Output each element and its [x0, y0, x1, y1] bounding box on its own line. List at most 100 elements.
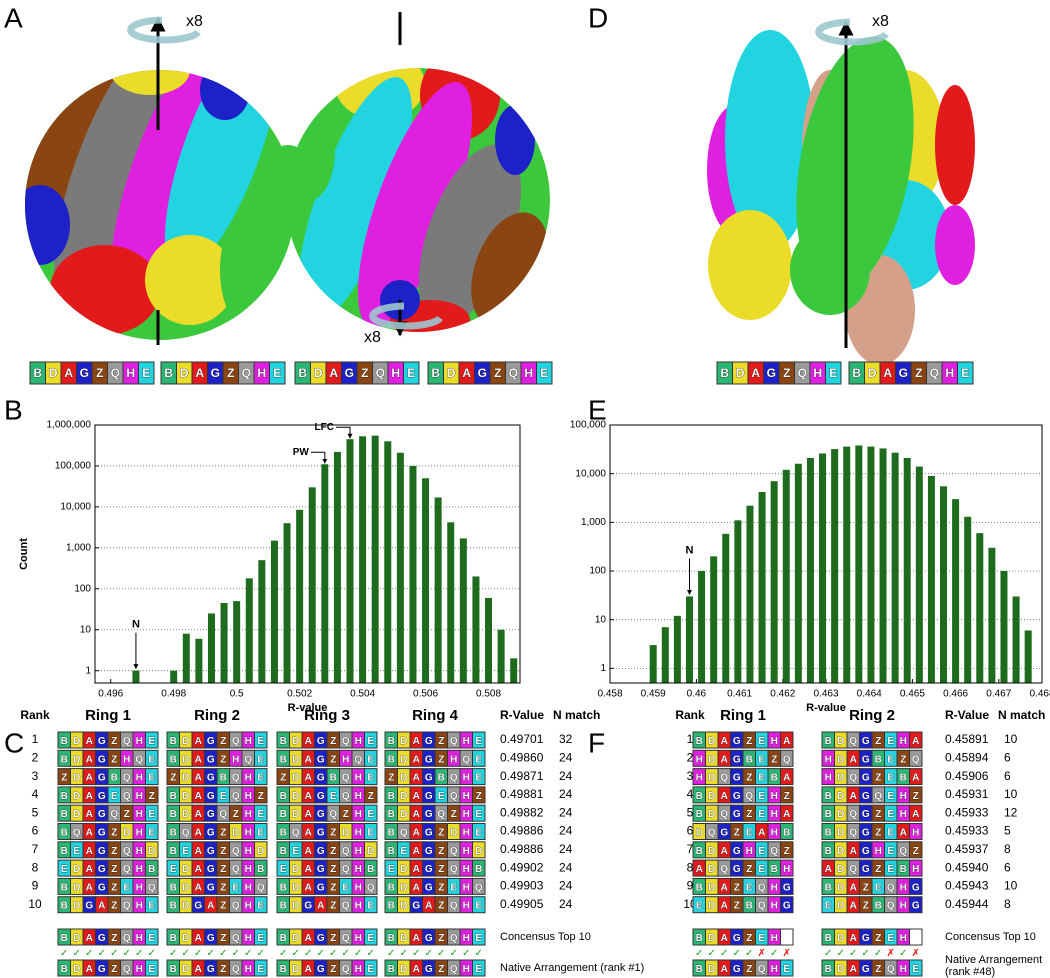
rank: 7 [32, 842, 39, 856]
bar [346, 439, 354, 683]
bar [1000, 571, 1008, 683]
rotation-label: x8 [872, 13, 889, 30]
subunit-cell [472, 896, 486, 914]
bar [434, 497, 442, 683]
r-value: 0.45931 [945, 787, 989, 801]
bar [746, 505, 754, 683]
match-marks: ✓ ✓ ✓ ✓ ✓ ✓ ✓ ✓ [169, 948, 265, 959]
x-tick-label: 0.464 [857, 689, 882, 700]
subunit-cell [472, 877, 486, 895]
rank: 8 [32, 860, 39, 874]
subunit-cell [909, 804, 923, 822]
native-label: Native Arrangement [945, 954, 1042, 966]
subunit-cell [145, 877, 159, 895]
bar [710, 556, 718, 683]
subunit-cell [364, 896, 378, 914]
bar [770, 481, 778, 683]
annotation: PW [293, 447, 310, 458]
bar [988, 547, 996, 683]
annotation: N [686, 544, 694, 556]
subunit-cell [364, 928, 378, 946]
r-value: 0.49886 [500, 842, 544, 856]
annotation: LFC [315, 422, 334, 433]
bar [270, 540, 278, 683]
r-value: 0.45933 [945, 824, 989, 838]
bar [661, 627, 669, 683]
rank: 6 [687, 824, 694, 838]
bar [510, 658, 518, 683]
bar [891, 452, 899, 683]
match-marks: ✓ ✓ ✓ ✓ ✓ ✗ ✓ ✗ [695, 948, 791, 959]
ring-header: Ring 2 [849, 707, 895, 724]
bar [831, 449, 839, 683]
subunit [110, 70, 190, 95]
subunit-cell [145, 823, 159, 840]
ring-header: Ring 1 [720, 707, 766, 724]
subunit-cell [364, 768, 378, 786]
rank: 3 [687, 769, 694, 783]
rank: 6 [32, 824, 39, 838]
n-match: 24 [559, 824, 573, 838]
panel-label: B [4, 394, 23, 425]
bar [233, 601, 241, 683]
bar [673, 615, 681, 683]
x-axis-label: R-value [288, 702, 328, 714]
n-match: 32 [559, 732, 573, 746]
subunit-cell [780, 823, 794, 840]
subunit-cell [254, 823, 268, 840]
subunit-cell [254, 841, 268, 859]
bar [371, 435, 379, 683]
bar [758, 492, 766, 683]
subunit-cell [780, 896, 794, 914]
subunit-cell [909, 841, 923, 859]
subunit-cell [472, 786, 486, 804]
n-match: 6 [1004, 769, 1011, 783]
rank: 10 [28, 897, 42, 911]
r-value: 0.49886 [500, 824, 544, 838]
subunit-cell [254, 731, 268, 749]
subunit [297, 77, 413, 323]
rank: 1 [687, 732, 694, 746]
subunit-cell [909, 749, 923, 767]
subunit-cell [254, 804, 268, 822]
r-value: 0.45891 [945, 732, 989, 746]
n-match: 24 [559, 842, 573, 856]
n-match: 8 [1004, 842, 1011, 856]
bar [283, 523, 291, 683]
bar [497, 629, 505, 683]
subunit [935, 205, 975, 285]
subunit [25, 185, 70, 265]
bar [396, 452, 404, 683]
subunit-cell [254, 749, 268, 767]
y-tick-label: 1 [600, 663, 606, 674]
plot-frame [94, 424, 521, 684]
bar [359, 436, 367, 683]
bar [903, 457, 911, 683]
match-marks: ✓ ✓ ✓ ✓ ✓ ✓ ✓ ✓ [387, 948, 483, 959]
rank: 5 [687, 805, 694, 819]
